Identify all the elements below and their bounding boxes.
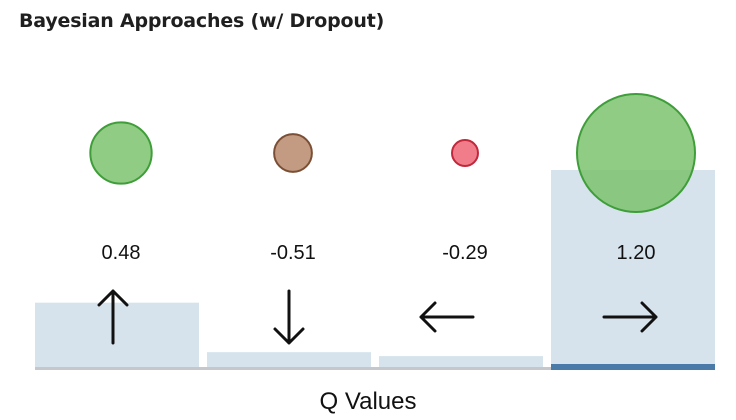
bar-left — [379, 356, 543, 368]
baseline — [35, 367, 713, 370]
q-value-label-up: 0.48 — [101, 242, 141, 264]
uncertainty-circle-up — [89, 121, 153, 185]
selected-baseline — [551, 364, 715, 370]
x-axis-title: Q Values — [319, 388, 417, 415]
uncertainty-circle-left — [451, 139, 479, 167]
down-arrow-icon — [273, 289, 305, 345]
left-arrow-icon — [419, 301, 475, 333]
q-value-label-right: 1.20 — [616, 242, 656, 264]
bar-down — [207, 352, 371, 368]
q-value-label-down: -0.51 — [270, 242, 316, 264]
uncertainty-circle-right — [576, 93, 696, 213]
q-value-label-left: -0.29 — [442, 242, 488, 264]
up-arrow-icon — [97, 289, 129, 345]
page-title: Bayesian Approaches (w/ Dropout) — [19, 10, 385, 32]
right-arrow-icon — [602, 301, 658, 333]
uncertainty-circle-down — [273, 133, 313, 173]
bar-up — [35, 302, 199, 368]
